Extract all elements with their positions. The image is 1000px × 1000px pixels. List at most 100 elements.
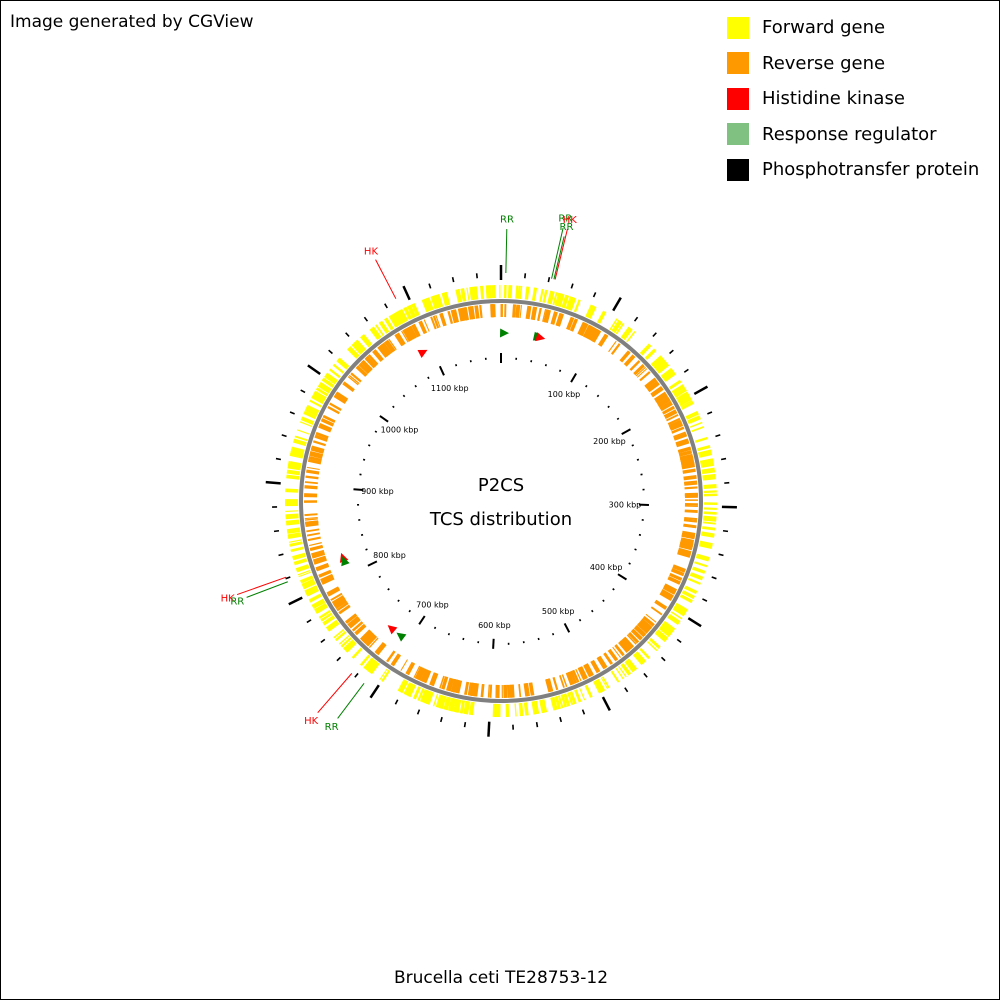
forward-gene-mark: [698, 449, 712, 456]
forward-gene-mark: [293, 439, 307, 447]
forward-gene-mark: [703, 518, 717, 521]
reverse-gene-mark: [630, 628, 643, 641]
forward-gene-mark: [703, 484, 717, 490]
outer-tick: [273, 529, 280, 533]
scale-tick: [408, 609, 411, 613]
reverse-gene-mark: [453, 309, 460, 323]
forward-gene-mark: [700, 458, 714, 465]
forward-gene-mark: [626, 658, 638, 671]
forward-gene-mark: [296, 565, 310, 573]
reverse-gene-mark: [372, 349, 384, 362]
reverse-gene-mark: [420, 668, 428, 682]
legend-swatch-response-regulator: [727, 123, 749, 146]
reverse-gene-mark: [315, 431, 329, 440]
outer-tick: [320, 638, 326, 644]
reverse-gene-mark: [323, 414, 336, 423]
forward-gene-mark: [301, 578, 315, 588]
forward-gene-mark: [662, 620, 676, 632]
forward-gene-mark: [285, 519, 300, 525]
forward-gene-mark: [359, 654, 371, 667]
reverse-gene-mark: [441, 676, 449, 690]
reverse-gene-mark: [661, 589, 674, 597]
reverse-gene-mark: [543, 309, 549, 323]
reverse-gene-mark: [374, 642, 386, 654]
reverse-gene-mark: [632, 628, 643, 639]
scale-tick: [585, 384, 588, 388]
forward-gene-mark: [398, 679, 409, 694]
forward-gene-mark: [601, 676, 610, 689]
scale-tick: [544, 364, 547, 367]
forward-gene-mark: [703, 490, 717, 494]
forward-gene-mark: [461, 288, 466, 302]
scale-tick: [392, 405, 395, 409]
reverse-gene-mark: [307, 458, 322, 465]
forward-gene-mark: [411, 303, 420, 317]
reverse-gene-mark: [430, 316, 437, 330]
forward-gene-mark: [409, 684, 417, 698]
outer-tick: [363, 316, 369, 322]
forward-gene-mark: [423, 298, 432, 312]
reverse-gene-mark: [362, 631, 375, 645]
reverse-gene-mark: [662, 585, 677, 595]
scale-tick: [447, 632, 451, 636]
forward-gene-mark: [353, 341, 365, 353]
reverse-gene-mark: [305, 475, 319, 480]
scale-tick: [616, 417, 620, 421]
forward-gene-mark: [703, 512, 717, 515]
legend-item-reverse-gene: Reverse gene: [727, 46, 979, 82]
reverse-gene-mark: [561, 674, 568, 687]
reverse-gene-mark: [321, 418, 335, 426]
reverse-gene-mark: [304, 513, 318, 517]
forward-gene-mark: [292, 553, 306, 561]
reverse-gene-mark: [678, 547, 692, 555]
forward-gene-mark: [524, 286, 530, 300]
forward-gene-mark: [360, 335, 371, 348]
forward-gene-mark: [403, 306, 413, 321]
forward-gene-mark: [285, 510, 299, 513]
reverse-gene-mark: [315, 563, 330, 572]
reverse-gene-mark: [619, 639, 631, 652]
reverse-gene-mark: [623, 354, 636, 367]
histidine-kinase-marker: [417, 349, 428, 358]
reverse-gene-mark: [414, 666, 424, 680]
reverse-gene-mark: [474, 305, 480, 319]
reverse-gene-mark: [404, 327, 414, 341]
histidine-kinase-marker: [535, 332, 546, 342]
outer-tick: [328, 349, 333, 355]
reverse-gene-mark: [673, 431, 686, 438]
forward-gene-mark: [569, 691, 577, 705]
forward-gene-mark: [333, 628, 345, 639]
scale-tick: [455, 364, 458, 367]
reverse-gene-mark: [643, 616, 655, 626]
forward-gene-mark: [701, 470, 716, 475]
forward-gene-mark: [542, 289, 548, 303]
forward-gene-mark: [613, 321, 623, 334]
reverse-gene-mark: [542, 308, 547, 322]
histidine-kinase-label: HK: [221, 593, 236, 604]
forward-gene-mark: [294, 435, 308, 442]
forward-gene-mark: [311, 598, 326, 609]
forward-gene-mark: [639, 343, 652, 356]
reverse-gene-mark: [580, 666, 588, 679]
forward-gene-mark: [610, 670, 620, 683]
reverse-gene-mark: [467, 306, 474, 320]
outer-tick: [487, 721, 491, 737]
reverse-gene-mark: [384, 341, 394, 353]
genome-backbone-ring: [299, 299, 703, 703]
reverse-gene-mark: [665, 412, 678, 419]
forward-gene-mark: [363, 657, 374, 669]
reverse-gene-mark: [591, 329, 600, 342]
forward-gene-mark: [444, 292, 450, 306]
forward-gene-mark: [317, 385, 330, 394]
reverse-gene-mark: [544, 309, 551, 324]
forward-gene-mark: [471, 286, 477, 300]
forward-gene-mark: [671, 384, 685, 395]
reverse-gene-mark: [474, 683, 479, 697]
outer-tick: [354, 672, 359, 678]
reverse-gene-mark: [619, 350, 630, 362]
forward-gene-mark: [320, 612, 333, 622]
reverse-gene-mark: [343, 381, 355, 391]
scale-tick: [374, 430, 378, 433]
reverse-gene-mark: [306, 528, 320, 533]
reverse-gene-mark: [677, 550, 691, 558]
